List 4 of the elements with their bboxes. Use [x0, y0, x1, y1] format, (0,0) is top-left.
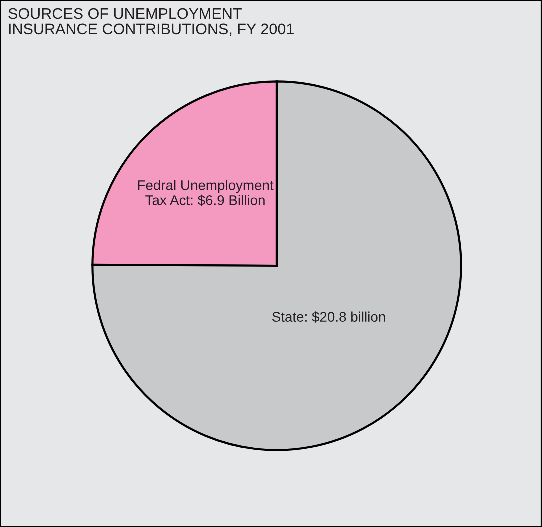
chart-title: SOURCES OF UNEMPLOYMENT INSURANCE CONTRIBUTIONS, FY 2001 — [8, 8, 294, 36]
slice-label: State: $20.8 billion — [272, 312, 386, 323]
pie-slice — [92, 80, 462, 452]
slice-label: Fedral Unemployment Tax Act: $6.9 Billion — [138, 180, 274, 206]
